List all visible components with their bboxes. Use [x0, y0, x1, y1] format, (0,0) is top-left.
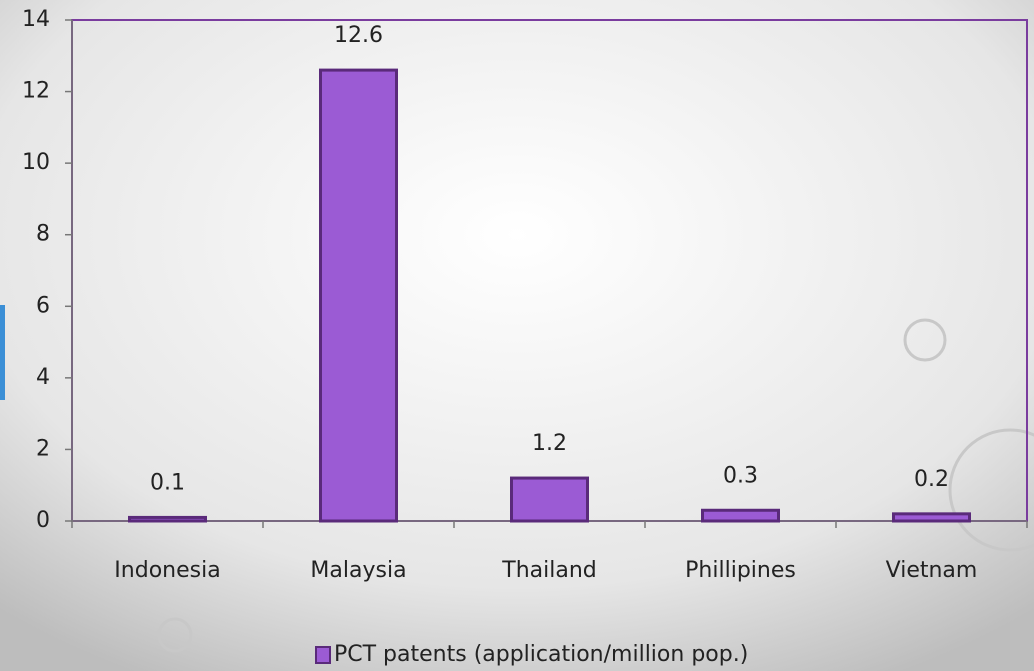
y-tick-label: 10	[22, 150, 50, 175]
legend-swatch	[315, 646, 331, 664]
legend-label: PCT patents (application/million pop.)	[334, 642, 748, 667]
droplet	[903, 318, 947, 362]
y-tick-label: 14	[22, 7, 50, 32]
bar	[319, 68, 398, 523]
x-tick-label: Malaysia	[310, 558, 406, 583]
bar	[510, 476, 589, 523]
data-label: 1.2	[532, 431, 567, 456]
droplet	[157, 617, 193, 653]
x-tick-label: Thailand	[501, 558, 596, 583]
bar	[701, 508, 780, 523]
x-tick-label: Indonesia	[114, 558, 220, 583]
data-label: 12.6	[334, 23, 383, 48]
droplet	[948, 428, 1034, 552]
y-tick-label: 12	[22, 79, 50, 104]
data-label: 0.1	[150, 470, 185, 495]
data-label: 0.3	[723, 463, 758, 488]
side-accent	[0, 305, 5, 400]
y-tick-label: 8	[36, 222, 50, 247]
y-tick-label: 0	[36, 508, 50, 533]
data-label: 0.2	[914, 467, 949, 492]
x-tick-label: Vietnam	[886, 558, 978, 583]
bar	[128, 515, 207, 523]
y-tick-label: 2	[36, 436, 50, 461]
y-tick-label: 4	[36, 365, 50, 390]
bar	[892, 512, 971, 523]
y-tick-label: 6	[36, 293, 50, 318]
x-tick-label: Phillipines	[685, 558, 796, 583]
